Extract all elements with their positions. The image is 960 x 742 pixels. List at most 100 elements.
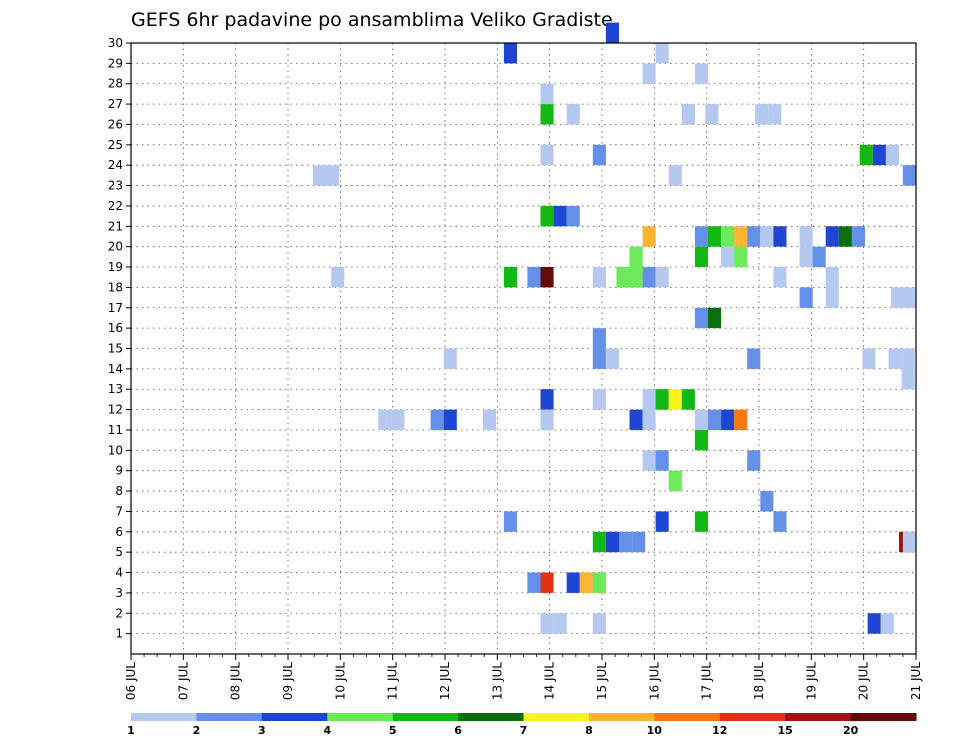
precip-cell bbox=[812, 246, 826, 268]
precip-cell bbox=[540, 104, 554, 125]
precip-cell bbox=[655, 450, 669, 471]
precip-cell bbox=[721, 409, 735, 430]
precip-cell bbox=[668, 389, 682, 410]
precip-cell bbox=[540, 409, 554, 430]
x-tick-label: 11 JUL bbox=[386, 662, 400, 700]
precip-cell bbox=[760, 226, 774, 247]
legend-label: 4 bbox=[323, 724, 331, 737]
precip-cell bbox=[642, 63, 656, 84]
legend-label: 2 bbox=[193, 724, 201, 737]
precip-cell bbox=[540, 267, 554, 288]
legend-swatch bbox=[523, 713, 590, 721]
precip-cell bbox=[747, 450, 761, 471]
y-tick-label: 19 bbox=[108, 260, 123, 274]
precip-cell bbox=[632, 531, 646, 553]
precip-cell bbox=[540, 389, 554, 410]
x-tick-label: 14 JUL bbox=[543, 662, 557, 700]
precip-cell bbox=[592, 531, 606, 553]
precip-cell bbox=[885, 144, 899, 166]
x-tick-label: 19 JUL bbox=[804, 662, 818, 700]
x-tick-label: 09 JUL bbox=[281, 662, 295, 700]
precip-cell bbox=[553, 205, 567, 227]
legend-swatch bbox=[654, 713, 721, 721]
legend-label: 8 bbox=[585, 724, 593, 737]
legend-label: 5 bbox=[389, 724, 397, 737]
precip-cell bbox=[642, 226, 656, 247]
precip-cell bbox=[825, 287, 839, 308]
precip-cell bbox=[642, 450, 656, 471]
y-tick-label: 23 bbox=[108, 179, 123, 193]
precip-cell bbox=[553, 613, 567, 634]
precip-cell bbox=[592, 389, 606, 410]
precip-cell bbox=[734, 409, 748, 430]
x-tick-label: 17 JUL bbox=[700, 662, 714, 700]
precip-cell bbox=[566, 572, 580, 593]
precip-cell bbox=[655, 511, 669, 532]
precip-cell bbox=[694, 307, 708, 329]
precip-cell bbox=[694, 409, 708, 430]
legend-label: 20 bbox=[843, 724, 859, 737]
y-tick-label: 14 bbox=[108, 362, 123, 376]
legend-label: 12 bbox=[712, 724, 727, 737]
precip-cell bbox=[619, 531, 633, 553]
precip-cell bbox=[747, 348, 761, 369]
precip-cell bbox=[867, 613, 881, 634]
y-tick-label: 30 bbox=[108, 36, 123, 50]
legend-swatch bbox=[588, 713, 655, 721]
precip-cell bbox=[592, 572, 606, 593]
x-tick-label: 15 JUL bbox=[595, 662, 609, 700]
precip-cell bbox=[734, 226, 748, 247]
precip-cell bbox=[891, 287, 905, 308]
precip-cell bbox=[694, 430, 708, 451]
y-tick-label: 13 bbox=[108, 382, 123, 396]
precip-cell bbox=[747, 226, 761, 247]
y-tick-label: 11 bbox=[108, 423, 123, 437]
precip-cell bbox=[825, 226, 839, 247]
precip-cell bbox=[592, 613, 606, 634]
precip-cell bbox=[566, 104, 580, 125]
precip-cell bbox=[579, 572, 593, 593]
precip-cell bbox=[760, 491, 774, 512]
legend-swatch bbox=[458, 713, 524, 721]
x-axis: 06 JUL 07 JUL 08 JUL 09 JUL 10 JUL 11 JUL 12 J… bbox=[124, 654, 923, 700]
y-tick-label: 18 bbox=[108, 280, 123, 294]
x-tick-label: 08 JUL bbox=[229, 662, 243, 700]
precip-cell bbox=[901, 348, 915, 369]
precip-cell bbox=[503, 43, 517, 64]
precip-cell bbox=[721, 246, 735, 268]
precip-cell bbox=[902, 287, 916, 308]
precip-cell bbox=[773, 226, 787, 247]
precip-cell bbox=[708, 226, 722, 247]
legend-label: 6 bbox=[454, 724, 462, 737]
x-tick-label: 21 JUL bbox=[909, 662, 923, 700]
y-tick-label: 6 bbox=[115, 525, 123, 539]
y-tick-label: 12 bbox=[108, 403, 123, 417]
y-axis: 1234567891011121314151617181920212223242… bbox=[108, 36, 131, 641]
precip-cell bbox=[629, 246, 643, 268]
precip-cell bbox=[605, 348, 619, 369]
x-tick-label: 10 JUL bbox=[333, 662, 347, 700]
y-tick-label: 4 bbox=[115, 566, 123, 580]
precip-cell bbox=[734, 246, 748, 268]
legend-swatch bbox=[131, 713, 197, 721]
precip-cell bbox=[862, 348, 876, 369]
y-tick-label: 8 bbox=[115, 484, 123, 498]
precip-cell bbox=[755, 104, 769, 125]
y-tick-label: 2 bbox=[115, 606, 123, 620]
y-tick-label: 20 bbox=[108, 240, 123, 254]
precip-cell bbox=[773, 267, 787, 288]
precip-cell bbox=[540, 205, 554, 227]
precip-cell bbox=[527, 267, 541, 288]
precip-cell bbox=[430, 409, 444, 430]
legend-swatch bbox=[850, 713, 917, 721]
precip-cell bbox=[668, 165, 682, 186]
precip-cell bbox=[901, 368, 915, 390]
precip-cell bbox=[540, 144, 554, 166]
legend-swatch bbox=[261, 713, 328, 721]
y-tick-label: 24 bbox=[108, 158, 123, 172]
legend-label: 10 bbox=[647, 724, 663, 737]
precip-cell bbox=[655, 43, 669, 64]
y-tick-label: 9 bbox=[115, 464, 123, 478]
y-tick-label: 10 bbox=[108, 443, 123, 457]
precip-cell bbox=[642, 389, 656, 410]
